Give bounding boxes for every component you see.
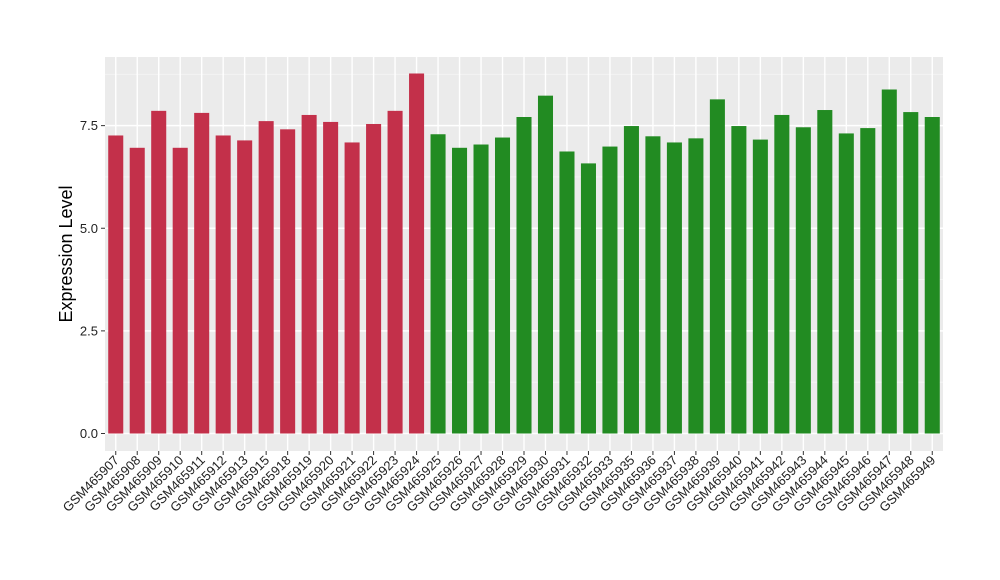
y-tick-label: 0.0 (80, 426, 98, 441)
bar-GSM465936 (645, 136, 661, 434)
y-axis-title: Expression Level (56, 185, 76, 322)
bars (108, 73, 940, 434)
bar-GSM465930 (537, 95, 554, 434)
bar-GSM465929 (516, 117, 532, 434)
bar-GSM465908 (129, 147, 145, 434)
bar-GSM465920 (323, 121, 339, 434)
bar-GSM465915 (258, 121, 274, 434)
bar-GSM465912 (215, 135, 231, 434)
bar-GSM465944 (817, 110, 833, 434)
bar-GSM465909 (151, 110, 167, 434)
bar-GSM465937 (666, 142, 682, 434)
bar-GSM465943 (795, 127, 811, 434)
bar-GSM465931 (559, 151, 575, 434)
bar-GSM465933 (602, 146, 618, 434)
bar-GSM465919 (301, 114, 317, 434)
bar-GSM465922 (366, 123, 382, 434)
bar-GSM465938 (688, 138, 704, 434)
bar-GSM465924 (409, 73, 425, 434)
bar-GSM465942 (774, 114, 790, 434)
bar-GSM465923 (387, 110, 403, 434)
bar-GSM465945 (838, 133, 854, 434)
y-tick-label: 7.5 (80, 118, 98, 133)
bar-GSM465948 (903, 112, 919, 434)
bar-GSM465925 (430, 134, 446, 434)
bar-GSM465939 (709, 99, 725, 434)
bar-GSM465935 (623, 126, 639, 434)
bar-GSM465927 (473, 144, 489, 434)
y-tick-label: 5.0 (80, 221, 98, 236)
bar-GSM465918 (280, 129, 296, 434)
bar-GSM465946 (860, 128, 876, 434)
bar-GSM465926 (452, 147, 468, 434)
bar-GSM465907 (108, 135, 124, 434)
bar-GSM465921 (344, 142, 360, 434)
y-axis: 0.0 2.5 5.0 7.5 (80, 118, 105, 441)
bar-GSM465949 (924, 117, 940, 434)
bar-GSM465947 (881, 89, 897, 434)
bar-GSM465928 (494, 137, 511, 434)
bar-GSM465941 (752, 139, 768, 434)
y-tick-label: 2.5 (80, 323, 98, 338)
bar-GSM465911 (194, 112, 210, 434)
x-axis: GSM465907GSM465908GSM465909GSM465910GSM4… (60, 451, 938, 515)
bar-GSM465932 (580, 163, 596, 434)
bar-GSM465913 (237, 140, 253, 434)
bar-GSM465910 (172, 147, 188, 434)
bar-GSM465940 (731, 126, 747, 434)
